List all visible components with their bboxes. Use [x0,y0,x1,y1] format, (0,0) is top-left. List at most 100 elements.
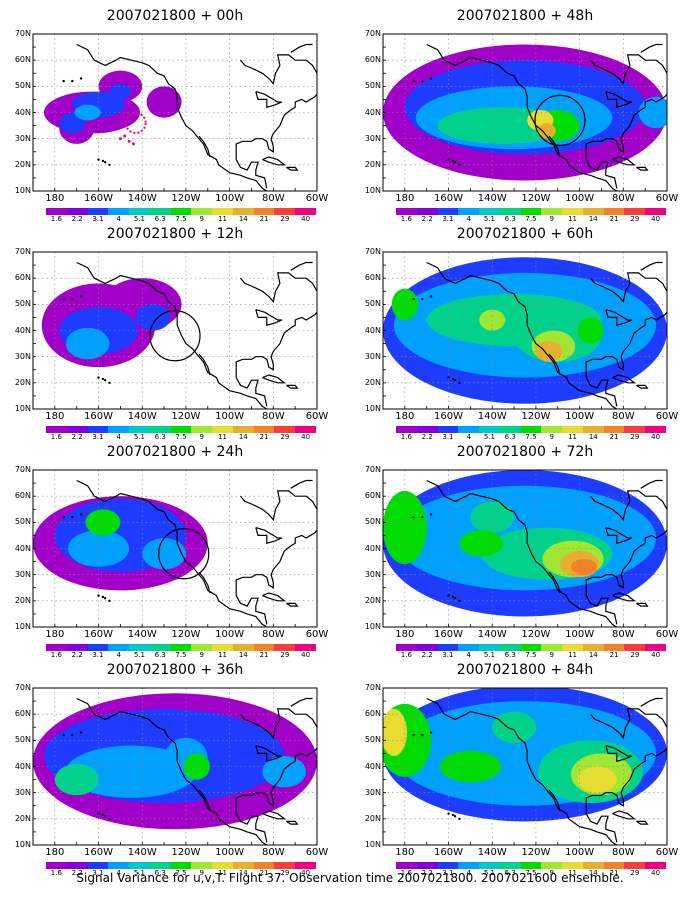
island [108,817,111,821]
lat-label: 50N [364,735,381,745]
coastline [426,43,618,191]
colorbar-swatch [541,644,563,651]
lat-label: 60N [364,273,381,283]
island [97,158,100,161]
colorbar-label: 9 [199,869,204,877]
colorbar-label: 5.1 [133,215,146,223]
colorbar-swatch [416,644,439,651]
panel-title: 2007021800 + 00h [106,8,244,24]
colorbar-label: 29 [280,651,290,659]
colorbar-swatch [274,644,296,651]
panel-title: 2007021800 + 12h [106,226,244,242]
coastline [640,261,663,271]
colorbar-label: 9 [199,433,204,441]
colorbar-swatch [253,862,275,869]
lon-label: 180 [45,193,65,204]
variance-contour [109,83,132,100]
lat-label: 40N [14,107,31,117]
lon-label: 100W [215,629,245,640]
variance-contour [262,756,307,788]
island [62,297,65,301]
coastline [605,745,633,763]
island [453,161,457,164]
coastline [590,490,667,523]
colorbar-label: 29 [280,869,290,877]
colorbar-label: 7.5 [175,433,187,441]
colorbar-swatch [170,644,192,651]
island [451,813,455,817]
colorbar-label: 11 [568,869,577,877]
coastline [585,803,618,843]
colorbar-label: 9 [549,869,554,877]
coastline [76,43,268,191]
colorbar-label: 29 [630,433,640,441]
colorbar-label: 4 [116,651,121,659]
island [108,381,111,385]
figure-caption: Signal Variance for u,v,T. Flight 37. Ob… [76,871,624,885]
island [458,163,461,167]
island [412,515,415,519]
colorbar-swatch [582,208,605,215]
lat-label: 40N [364,543,381,553]
colorbar-label: 11 [568,433,577,441]
coastline [262,592,286,602]
colorbar-swatch [108,644,130,651]
map-plot [382,33,668,192]
map-panel: 2007021800 + 60h 70N 60N 50N 40N 30N 20N 10N 180… [350,222,700,441]
variance-shading [383,688,667,845]
coastline [585,585,618,625]
colorbar-label: 29 [630,869,640,877]
colorbar-swatch [295,862,317,869]
island [108,163,111,167]
colorbar-swatch [416,426,439,433]
colorbar-label: 11 [218,651,227,659]
coastline [255,91,283,109]
colorbar-label: 4 [466,651,471,659]
colorbar-label: 1.6 [50,215,62,223]
map-panel: 2007021800 + 00h 70N 60N 50N 40N 30N 20N 10N 180… [0,4,350,223]
colorbar-swatch [232,862,255,869]
lon-label: 100W [215,193,245,204]
colorbar-swatch [479,426,501,433]
colorbar-swatch [437,208,459,215]
colorbar-swatch [149,426,172,433]
island [71,733,74,737]
colorbar-label: 6.3 [504,651,516,659]
island [421,515,424,519]
colorbar-swatch [458,208,480,215]
map-panel: 2007021800 + 36h 70N 60N 50N 40N 30N 20N 10N 180… [0,658,350,877]
coastline [198,789,211,812]
colorbar-label: 21 [609,433,619,441]
colorbar-label: 6.3 [504,215,516,223]
coastline [262,810,286,820]
colorbar-label: 14 [238,869,248,877]
variance-shading [33,688,317,845]
island [429,77,433,80]
colorbar-swatch [582,644,605,651]
colorbar-swatch [541,862,563,869]
colorbar-label: 2.2 [421,869,433,877]
coastline [290,479,313,489]
lat-label: 30N [14,787,31,797]
colorbar-swatch [191,644,213,651]
variance-contour [492,711,536,743]
lat-label: 40N [14,761,31,771]
variance-contour [135,304,171,331]
colorbar-label: 21 [259,651,269,659]
island [458,599,461,603]
lon-label: 160W [434,629,464,640]
coastline [636,602,649,607]
coastline [76,697,268,845]
lat-label: 60N [14,709,31,719]
map-panel: 2007021800 + 84h 70N 60N 50N 40N 30N 20N 10N 180… [350,658,700,877]
variance-shading [33,34,317,191]
colorbar-label: 11 [568,215,577,223]
colorbar-label: 40 [651,215,661,223]
colorbar-swatch [46,208,68,215]
colorbar-swatch [479,208,501,215]
lat-label: 10N [14,186,31,195]
colorbar-label: 5.1 [133,651,146,659]
colorbar-swatch [603,862,625,869]
colorbar-label: 40 [301,651,311,659]
coastline [235,585,268,625]
